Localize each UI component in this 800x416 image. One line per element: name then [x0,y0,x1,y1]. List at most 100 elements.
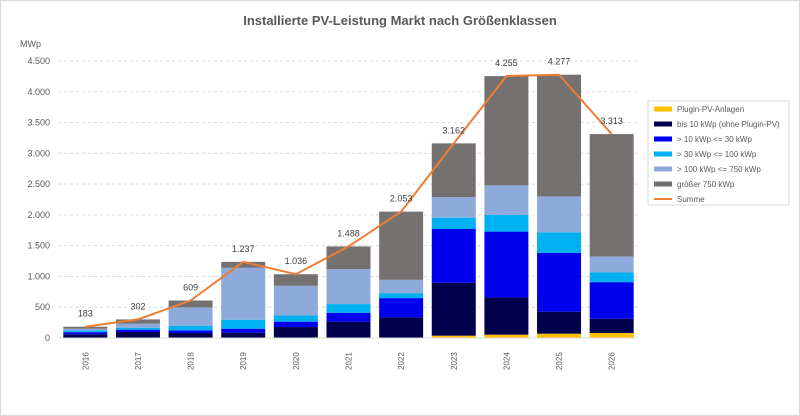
bar-segment [221,261,266,268]
bar-segment [537,333,582,338]
bar-segment [273,315,318,322]
y-axis-label: MWp [20,39,41,49]
bar-segment [537,74,582,197]
bar-segment [221,319,266,329]
y-tick-label: 4.500 [27,56,50,66]
y-tick-label: 1.000 [27,271,50,281]
y-tick-label: 3.500 [27,118,50,128]
legend-swatch [654,166,672,172]
bar-segment [63,326,108,329]
x-tick-label: 2017 [134,352,143,370]
bar-segment [221,328,266,333]
bar-segment [63,332,108,335]
bar-segment [589,256,634,273]
bar-segment [326,246,371,270]
bar-segment [326,312,371,322]
x-tick-label: 2016 [81,352,90,370]
bar-segment [379,298,424,318]
bar-segment [537,252,582,312]
data-label: 183 [78,309,93,319]
data-label: 4.255 [495,58,518,68]
bar-segment [168,330,213,334]
bar-segment [589,134,634,257]
bar-segment [168,300,213,308]
bar-segment [326,269,371,305]
x-tick-label: 2025 [555,352,564,370]
bar-segment [589,282,634,319]
bar-segment [431,143,476,198]
legend-swatch [654,136,672,142]
bar-segment [431,335,476,338]
legend-label: Summe [677,195,705,204]
bar-segment [168,325,213,331]
bar-segment [431,217,476,229]
bar-segment [115,329,160,333]
y-tick-label: 2.500 [27,179,50,189]
data-label: 1.237 [232,244,255,254]
bar-segment [537,232,582,253]
bar-segment [589,333,634,338]
y-tick-label: 0 [45,333,50,343]
bar-segment [63,330,108,333]
legend-label: Plugin-PV-Anlagen [677,105,744,114]
x-tick-label: 2023 [450,352,459,370]
y-tick-label: 500 [35,302,50,312]
bar-segment [379,317,424,338]
legend-label: > 10 kWp <= 30 kWp [677,135,752,144]
bar-segment [63,334,108,338]
y-tick-label: 3.000 [27,148,50,158]
bar-segment [326,304,371,313]
bar-segment [221,332,266,338]
summe-line [85,73,613,328]
bar-segment [273,321,318,328]
bar-segment [484,185,529,215]
bar-segment [379,279,424,294]
bar-segment [484,334,529,338]
legend: Plugin-PV-Anlagen bis 10 kWp (ohne Plugin… [647,100,790,206]
bar-segment [115,327,160,330]
chart-title: Installierte PV-Leistung Markt nach Größ… [243,13,557,28]
bar-segment [221,267,266,320]
bar-segment [484,76,529,186]
bar-segment [168,307,213,326]
bar-segment [484,297,529,335]
bar-segment [273,327,318,338]
x-tick-label: 2022 [397,352,406,370]
bar-segment [63,328,108,331]
bar-segment [326,321,371,338]
legend-label: > 30 kWp <= 100 kWp [677,150,757,159]
data-label: 2.053 [390,194,413,204]
data-label: 3.313 [600,116,623,126]
x-tick-label: 2018 [187,352,196,370]
bar-segment [431,197,476,218]
data-label: 609 [183,283,198,293]
data-label: 302 [130,301,145,311]
bar-segment [537,196,582,233]
y-tick-label: 2.000 [27,210,50,220]
bar-segment [115,319,160,324]
bar-segment [115,323,160,328]
x-tick-label: 2019 [239,352,248,370]
data-label: 1.036 [285,256,308,266]
y-tick-label: 4.000 [27,87,50,97]
bar-segment [537,311,582,334]
data-label: 4.277 [548,57,571,67]
x-tick-label: 2021 [345,352,354,370]
legend-swatch [654,121,672,127]
x-tick-label: 2024 [502,352,511,370]
legend-swatch [654,151,672,157]
bar-segment [484,231,529,298]
bar-segment [273,274,318,286]
bar-segment [273,285,318,316]
bar-segment [484,214,529,232]
bar-segment [115,332,160,338]
bar-segment [431,228,476,283]
y-tick-label: 1.500 [27,241,50,251]
data-label: 3.162 [443,125,466,135]
legend-label: größer 750 kWp [677,180,735,189]
legend-swatch [654,106,672,112]
legend-label: bis 10 kWp (ohne Plugin-PV) [677,120,780,129]
x-tick-label: 2026 [608,352,617,370]
bar-segment [379,211,424,280]
